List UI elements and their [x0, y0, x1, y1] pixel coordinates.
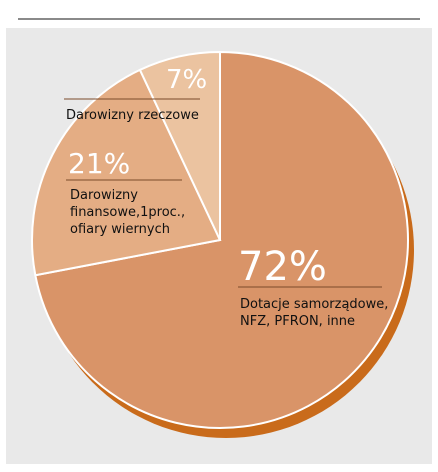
slice-21-label-line-1: Darowizny [70, 188, 138, 203]
pie-slice-72 [34, 50, 409, 429]
slice-7-label-line-1: Darowizny rzeczowe [66, 108, 199, 123]
slice-21-label-line-2: finansowe,1proc., [70, 205, 185, 220]
top-rule [18, 18, 420, 20]
top-decoration [0, 0, 438, 28]
slice-72-percent: 72% [238, 244, 327, 290]
slice-72-label-line-2: NFZ, PFRON, inne [240, 314, 355, 329]
slice-72-label-line-1: Dotacje samorządowe, [240, 297, 388, 312]
slice-21-percent: 21% [68, 147, 130, 180]
pie-slice-21 [31, 68, 222, 277]
slice-7-percent: 7% [166, 65, 207, 95]
slice-21-label-line-3: ofiary wiernych [70, 222, 170, 237]
